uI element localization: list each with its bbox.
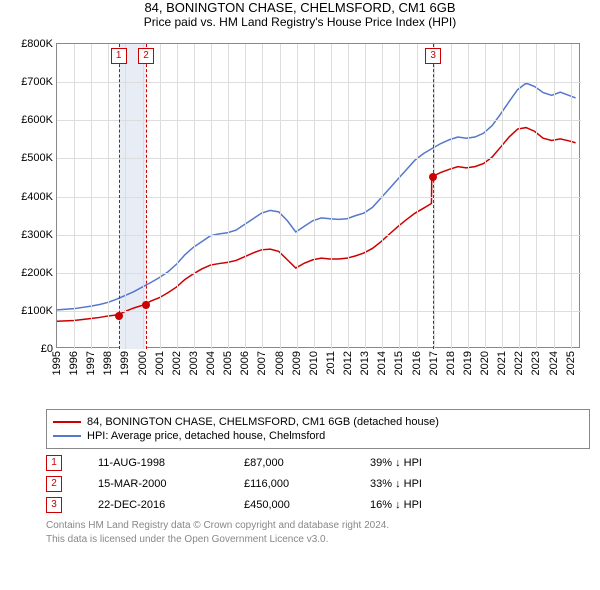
y-axis-label: £400K [21, 191, 53, 203]
event-badge: 3 [425, 48, 441, 64]
legend-label: 84, BONINGTON CHASE, CHELMSFORD, CM1 6GB… [87, 416, 439, 428]
x-axis-label: 2012 [342, 351, 354, 375]
attribution: Contains HM Land Registry data © Crown c… [46, 519, 590, 546]
event-price: £450,000 [244, 499, 334, 511]
page-title: 84, BONINGTON CHASE, CHELMSFORD, CM1 6GB [0, 0, 600, 15]
x-axis-label: 2025 [565, 351, 577, 375]
event-date: 15-MAR-2000 [98, 478, 208, 490]
x-axis-label: 2005 [222, 351, 234, 375]
event-row: 2 15-MAR-2000 £116,000 33% ↓ HPI [46, 476, 590, 492]
attribution-line: Contains HM Land Registry data © Crown c… [46, 519, 590, 533]
event-marker [142, 301, 150, 309]
plot-area: £0£100K£200K£300K£400K£500K£600K£700K£80… [56, 43, 580, 348]
x-axis-label: 2014 [376, 351, 388, 375]
x-axis-label: 1996 [68, 351, 80, 375]
x-axis-label: 2010 [308, 351, 320, 375]
event-delta: 16% ↓ HPI [370, 499, 422, 511]
y-axis-label: £500K [21, 152, 53, 164]
event-line [433, 44, 434, 349]
x-axis-label: 1999 [119, 351, 131, 375]
x-axis-label: 2004 [205, 351, 217, 375]
events-table: 1 11-AUG-1998 £87,000 39% ↓ HPI 2 15-MAR-2000… [46, 455, 590, 513]
y-axis-label: £100K [21, 305, 53, 317]
x-axis-label: 2024 [548, 351, 560, 375]
x-axis-label: 1995 [51, 351, 63, 375]
event-price: £116,000 [244, 478, 334, 490]
event-price: £87,000 [244, 457, 334, 469]
x-axis-label: 1998 [102, 351, 114, 375]
event-badge: 1 [46, 455, 62, 471]
x-axis-label: 2013 [359, 351, 371, 375]
x-axis-label: 2007 [256, 351, 268, 375]
x-axis-label: 2009 [291, 351, 303, 375]
y-axis-label: £200K [21, 267, 53, 279]
x-axis-label: 2011 [325, 351, 337, 375]
attribution-line: This data is licensed under the Open Gov… [46, 533, 590, 547]
x-axis-label: 2019 [462, 351, 474, 375]
event-line [119, 44, 120, 349]
x-axis-label: 2017 [428, 351, 440, 375]
event-date: 22-DEC-2016 [98, 499, 208, 511]
x-axis-label: 2016 [411, 351, 423, 375]
x-axis-label: 2021 [496, 351, 508, 375]
y-axis-label: £600K [21, 114, 53, 126]
event-date: 11-AUG-1998 [98, 457, 208, 469]
y-axis-label: £800K [21, 38, 53, 50]
y-axis-label: £300K [21, 229, 53, 241]
chart: £0£100K£200K£300K£400K£500K£600K£700K£80… [10, 35, 590, 405]
event-delta: 39% ↓ HPI [370, 457, 422, 469]
event-badge: 3 [46, 497, 62, 513]
legend: 84, BONINGTON CHASE, CHELMSFORD, CM1 6GB… [46, 409, 590, 449]
series-line-property [57, 128, 576, 322]
legend-swatch [53, 421, 81, 423]
x-axis-label: 2018 [445, 351, 457, 375]
x-axis-label: 2020 [479, 351, 491, 375]
legend-swatch [53, 435, 81, 437]
x-axis-label: 2008 [274, 351, 286, 375]
event-row: 1 11-AUG-1998 £87,000 39% ↓ HPI [46, 455, 590, 471]
event-delta: 33% ↓ HPI [370, 478, 422, 490]
x-axis-label: 2006 [239, 351, 251, 375]
x-axis-label: 2015 [393, 351, 405, 375]
event-marker [429, 173, 437, 181]
x-axis-label: 2001 [154, 351, 166, 375]
event-row: 3 22-DEC-2016 £450,000 16% ↓ HPI [46, 497, 590, 513]
legend-label: HPI: Average price, detached house, Chel… [87, 430, 325, 442]
x-axis-label: 2000 [137, 351, 149, 375]
event-badge: 1 [111, 48, 127, 64]
x-axis-label: 2023 [530, 351, 542, 375]
event-marker [115, 312, 123, 320]
x-axis-label: 2003 [188, 351, 200, 375]
x-axis-label: 2002 [171, 351, 183, 375]
x-axis-label: 1997 [85, 351, 97, 375]
y-axis-label: £700K [21, 76, 53, 88]
page-subtitle: Price paid vs. HM Land Registry's House … [0, 15, 600, 29]
event-badge: 2 [138, 48, 154, 64]
legend-item: 84, BONINGTON CHASE, CHELMSFORD, CM1 6GB… [53, 416, 583, 428]
x-axis-label: 2022 [513, 351, 525, 375]
legend-item: HPI: Average price, detached house, Chel… [53, 430, 583, 442]
event-badge: 2 [46, 476, 62, 492]
